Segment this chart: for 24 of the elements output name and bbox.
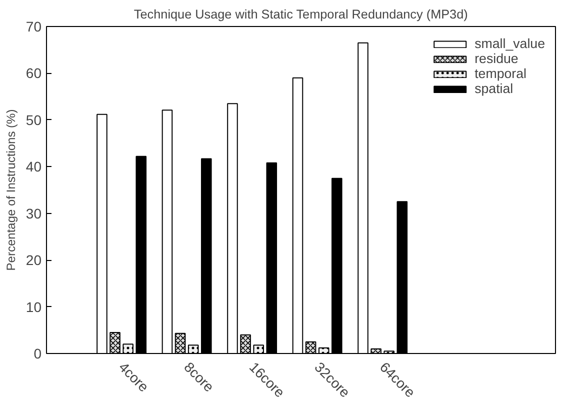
bar [358,42,368,354]
bar [200,158,212,354]
legend-label: spatial [474,81,514,96]
chart-title: Technique Usage with Static Temporal Redundancy (MP3d) [134,8,468,22]
y-tick-label: 50 [26,112,42,128]
bar [227,103,238,354]
bar [331,178,342,354]
bar [266,162,278,354]
legend-label: residue [474,51,518,66]
bar [162,110,173,354]
y-tick-label: 0 [34,346,42,362]
y-tick-label: 70 [26,18,42,34]
y-tick-label: 40 [26,158,42,175]
y-tick-label: 20 [26,252,42,268]
bar [136,156,147,354]
y-tick-label: 60 [26,65,42,82]
bar [396,201,408,354]
bar [96,114,108,354]
bar [292,77,304,354]
legend-label: small_value [474,36,545,51]
y-tick-label: 10 [26,298,42,315]
legend-label: temporal [474,66,526,81]
y-axis-title: Percentage of Instructions (%) [4,109,18,271]
y-tick-label: 30 [26,205,42,222]
